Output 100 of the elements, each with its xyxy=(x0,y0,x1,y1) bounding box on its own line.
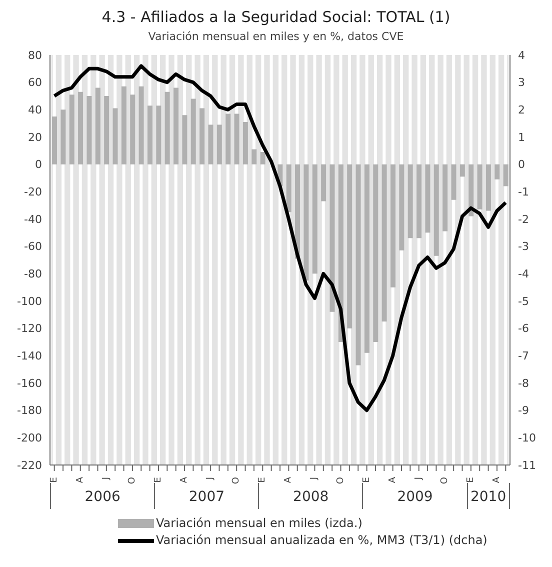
bar xyxy=(312,164,318,274)
bar xyxy=(86,96,92,164)
y2-tick-label: -6 xyxy=(518,322,529,336)
y-tick-label: -80 xyxy=(24,268,42,281)
y-tick-label: -100 xyxy=(17,294,42,308)
bar xyxy=(216,124,222,164)
y-tick-label: -220 xyxy=(17,458,42,472)
x-tick-label: A xyxy=(284,476,294,484)
bar xyxy=(138,86,144,164)
y-tick-label: -40 xyxy=(24,212,42,226)
bar xyxy=(182,115,188,164)
bar xyxy=(208,124,214,164)
x-tick-label: E xyxy=(362,476,372,483)
bar xyxy=(252,149,257,164)
y2-tick-label: -4 xyxy=(518,268,529,281)
bar xyxy=(78,92,84,164)
x-tick-label: J xyxy=(310,477,320,481)
bar xyxy=(451,164,456,200)
text: 2008 xyxy=(258,483,362,509)
chart-subtitle: Variación mensual en miles y en %, datos CVE xyxy=(147,30,405,43)
bar xyxy=(477,164,482,210)
bar xyxy=(364,164,370,353)
bar xyxy=(321,164,326,202)
bar xyxy=(460,164,465,177)
x-tick-label: E xyxy=(258,476,268,483)
text: 2006 xyxy=(50,483,154,509)
y-tick-label: 60 xyxy=(28,76,42,90)
bar xyxy=(390,164,396,288)
y-tick-label: -200 xyxy=(17,432,42,445)
bar xyxy=(190,98,196,164)
y2-tick-label: 4 xyxy=(518,48,525,62)
y2-tick-label: 3 xyxy=(518,76,525,90)
x-tick-label: A xyxy=(492,476,502,484)
x-tick-label: E xyxy=(466,476,476,483)
y-tick-label: -160 xyxy=(17,376,42,390)
chart-title: 4.3 - Afiliados a la Seguridad Social: TOTAL (1) xyxy=(100,8,452,26)
bar xyxy=(434,164,439,256)
y-tick-label: 20 xyxy=(28,130,42,144)
x-tick-label: E xyxy=(153,476,164,483)
bar xyxy=(425,164,430,233)
bar xyxy=(234,114,240,164)
y-tick-label: 40 xyxy=(28,104,42,117)
bar xyxy=(121,86,126,164)
bar xyxy=(468,164,474,216)
bar xyxy=(52,116,57,164)
bar xyxy=(200,108,205,164)
x-tick-label: A xyxy=(388,476,398,484)
y-tick-label: 0 xyxy=(35,158,42,172)
x-tick-label: A xyxy=(180,476,190,484)
bar xyxy=(174,88,179,164)
x-tick-label: A xyxy=(75,476,86,484)
bar xyxy=(373,164,378,342)
bar xyxy=(356,164,361,366)
y-tick-label: -180 xyxy=(17,404,42,418)
bar xyxy=(112,108,118,164)
y2-tick-label: -3 xyxy=(518,240,529,254)
x-tick-label: E xyxy=(49,476,60,483)
bar xyxy=(486,164,491,211)
bar xyxy=(503,164,508,186)
bar xyxy=(104,96,110,164)
bar xyxy=(408,164,413,238)
bar xyxy=(347,164,352,328)
x-tick-label: O xyxy=(127,477,138,484)
bar xyxy=(330,164,335,312)
y-tick-label: 80 xyxy=(28,48,42,62)
y-tick-label: -60 xyxy=(24,240,42,254)
text: 2009 xyxy=(362,483,467,509)
bar xyxy=(164,92,170,164)
bar xyxy=(382,164,387,322)
x-tick-label: O xyxy=(336,477,346,484)
text: 2007 xyxy=(154,483,258,509)
legend-label: Variación mensual en miles (izda.) xyxy=(156,515,362,532)
y2-tick-label: -9 xyxy=(518,404,529,418)
y2-tick-label: 1 xyxy=(518,130,525,144)
bar xyxy=(95,88,100,164)
legend-label: Variación mensual anualizada en %, MM3 (T3/1) (dcha) xyxy=(156,532,488,549)
y2-tick-label: -8 xyxy=(518,376,529,390)
bar xyxy=(260,152,266,164)
x-tick-label: J xyxy=(206,477,216,481)
bar xyxy=(399,164,404,250)
x-tick-label: O xyxy=(232,477,242,484)
y2-tick-label: -11 xyxy=(518,458,536,472)
bar xyxy=(494,164,500,180)
x-tick-label: J xyxy=(101,477,112,481)
y2-tick-label: 0 xyxy=(518,158,525,172)
y2-tick-label: 2 xyxy=(518,104,525,117)
bar xyxy=(156,106,162,164)
bar xyxy=(286,164,292,212)
bar xyxy=(442,164,448,232)
bar xyxy=(130,94,136,164)
y2-tick-label: -7 xyxy=(518,350,529,363)
bar xyxy=(147,106,152,164)
y-tick-label: -120 xyxy=(17,322,42,336)
line-series xyxy=(52,64,508,412)
y-tick-label: -20 xyxy=(24,186,42,199)
y-tick-label: -140 xyxy=(17,350,42,363)
bar xyxy=(242,122,248,164)
y2-tick-label: -1 xyxy=(518,186,529,199)
y2-tick-label: -5 xyxy=(518,294,529,308)
bar xyxy=(69,94,74,164)
